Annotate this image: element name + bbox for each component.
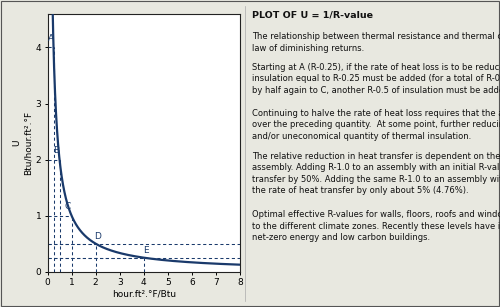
Text: Optimal effective R-values for walls, floors, roofs and windows are available an: Optimal effective R-values for walls, fl… <box>252 210 500 242</box>
Text: C: C <box>65 202 71 211</box>
Text: E: E <box>143 247 148 255</box>
Text: PLOT OF U = 1/R-value: PLOT OF U = 1/R-value <box>252 11 374 20</box>
Text: Continuing to halve the rate of heat loss requires that the amount of insulation: Continuing to halve the rate of heat los… <box>252 109 500 141</box>
X-axis label: hour.ft².°F/Btu: hour.ft².°F/Btu <box>112 290 176 299</box>
Text: Starting at A (R-0.25), if the rate of heat loss is to be reduced by half to B, : Starting at A (R-0.25), if the rate of h… <box>252 63 500 95</box>
Text: A: A <box>48 34 54 43</box>
Text: The relationship between thermal resistance and thermal conductance depicts the : The relationship between thermal resista… <box>252 32 500 53</box>
Y-axis label: U
Btu/hour.ft².°F: U Btu/hour.ft².°F <box>12 111 32 175</box>
Text: D: D <box>94 232 101 241</box>
Text: The relative reduction in heat transfer is dependent on the initial thermal resi: The relative reduction in heat transfer … <box>252 152 500 195</box>
Text: B: B <box>53 146 59 155</box>
